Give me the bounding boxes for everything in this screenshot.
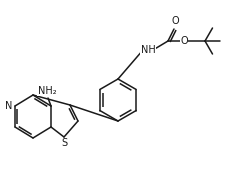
Text: N: N (4, 101, 12, 111)
Text: NH: NH (140, 45, 156, 55)
Text: O: O (180, 36, 188, 46)
Text: NH₂: NH₂ (38, 86, 56, 96)
Text: S: S (61, 138, 67, 148)
Text: O: O (171, 16, 179, 26)
